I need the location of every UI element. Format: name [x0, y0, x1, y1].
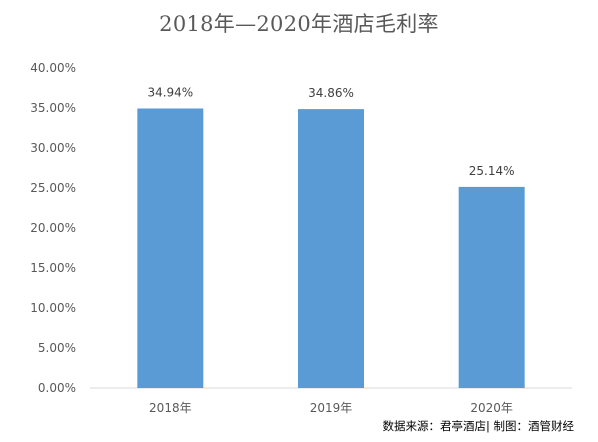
- y-tick-label: 5.00%: [38, 341, 76, 355]
- y-tick-label: 40.00%: [30, 61, 76, 75]
- y-tick-label: 35.00%: [30, 101, 76, 115]
- x-tick-label: 2018年: [149, 401, 192, 415]
- bar: [137, 108, 204, 388]
- x-tick-label: 2019年: [310, 401, 353, 415]
- bar: [458, 186, 525, 388]
- bar: [298, 109, 364, 389]
- data-label: 34.86%: [308, 86, 354, 100]
- y-tick-label: 10.00%: [30, 301, 76, 315]
- chart-title: 2018年—2020年酒店毛利率: [159, 12, 439, 36]
- y-tick-label: 25.00%: [30, 181, 76, 195]
- data-label: 25.14%: [469, 164, 515, 178]
- y-tick-label: 20.00%: [30, 221, 76, 235]
- y-tick-label: 0.00%: [38, 381, 76, 395]
- x-tick-label: 2020年: [470, 401, 513, 415]
- source-note: 数据来源：君亭酒店| 制图：酒管财经: [382, 419, 574, 433]
- y-tick-label: 30.00%: [30, 141, 76, 155]
- data-label: 34.94%: [147, 85, 193, 99]
- y-tick-label: 15.00%: [30, 261, 76, 275]
